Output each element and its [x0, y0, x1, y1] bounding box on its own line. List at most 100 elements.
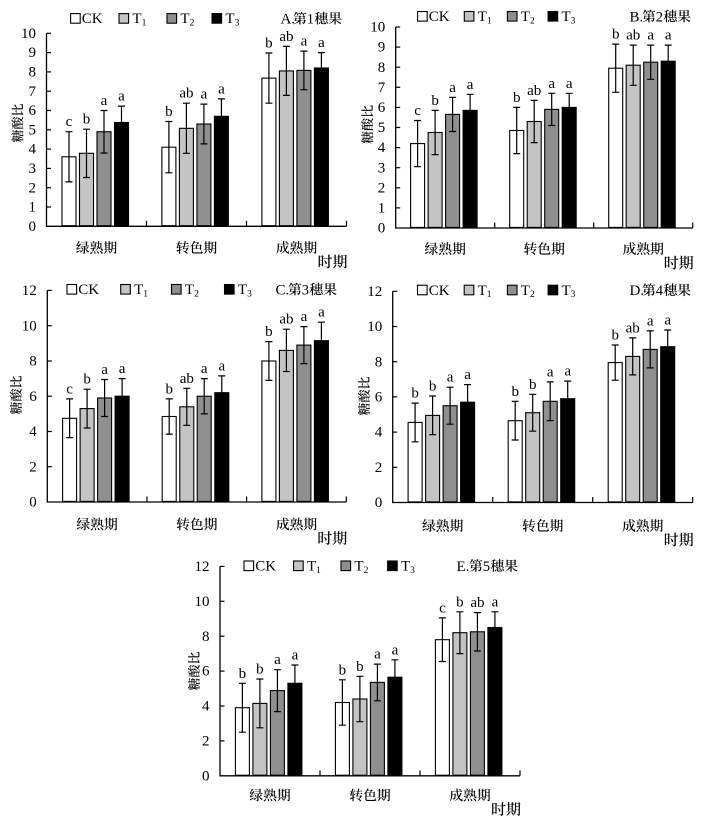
svg-text:5: 5 [483, 559, 490, 575]
svg-text:a: a [467, 77, 474, 93]
svg-text:a: a [201, 361, 208, 377]
svg-text:12: 12 [367, 284, 382, 300]
svg-text:2: 2 [202, 734, 210, 750]
svg-text:7: 7 [29, 84, 37, 100]
svg-text:9: 9 [29, 45, 37, 61]
svg-text:a: a [201, 87, 208, 103]
svg-text:a: a [318, 305, 325, 321]
svg-text:2: 2 [375, 460, 383, 476]
svg-text:12: 12 [22, 283, 37, 299]
svg-text:10: 10 [22, 318, 37, 334]
svg-text:10: 10 [195, 594, 210, 610]
svg-text:CK: CK [78, 282, 99, 298]
svg-text:C.: C. [276, 282, 290, 298]
svg-text:CK: CK [255, 559, 276, 575]
svg-text:b: b [256, 662, 264, 678]
svg-text:CK: CK [429, 9, 450, 25]
svg-text:7: 7 [378, 80, 386, 96]
svg-text:a: a [218, 81, 225, 97]
svg-text:a: a [392, 642, 399, 658]
svg-text:2: 2 [656, 9, 663, 25]
svg-text:4: 4 [375, 425, 383, 441]
svg-text:6: 6 [29, 389, 37, 405]
svg-text:c: c [66, 381, 73, 397]
svg-text:8: 8 [378, 60, 386, 76]
svg-text:3: 3 [378, 160, 386, 176]
svg-text:ab: ab [626, 320, 640, 336]
svg-text:1: 1 [378, 201, 386, 217]
svg-text:0: 0 [29, 495, 37, 511]
svg-text:a: a [101, 362, 108, 378]
svg-text:a: a [218, 358, 225, 374]
svg-text:b: b [529, 377, 537, 393]
svg-text:b: b [513, 90, 521, 106]
svg-text:5: 5 [29, 122, 37, 138]
svg-text:b: b [339, 662, 347, 678]
svg-text:a: a [301, 309, 308, 325]
svg-text:5: 5 [378, 120, 386, 136]
svg-text:6: 6 [378, 100, 386, 116]
svg-text:a: a [664, 313, 671, 329]
svg-text:ab: ab [527, 83, 541, 99]
svg-text:a: a [318, 35, 325, 51]
svg-text:ab: ab [179, 86, 193, 102]
svg-text:a: a [447, 370, 454, 386]
svg-text:b: b [265, 36, 273, 52]
svg-text:8: 8 [29, 65, 37, 81]
svg-text:B.: B. [630, 9, 644, 25]
svg-text:a: a [665, 28, 672, 44]
svg-text:1: 1 [29, 200, 37, 216]
svg-text:c: c [439, 600, 446, 616]
svg-text:ab: ab [626, 28, 640, 44]
svg-text:0: 0 [202, 768, 210, 784]
svg-text:0: 0 [378, 221, 386, 237]
svg-text:a: a [548, 76, 555, 92]
svg-text:b: b [612, 27, 620, 43]
svg-text:2: 2 [29, 180, 37, 196]
svg-text:a: a [101, 93, 108, 109]
svg-text:A.: A. [281, 11, 296, 27]
svg-text:b: b [356, 659, 364, 675]
svg-text:2: 2 [29, 459, 37, 475]
svg-text:b: b [429, 379, 437, 395]
svg-text:a: a [564, 364, 571, 380]
svg-text:a: a [547, 364, 554, 380]
svg-text:ab: ab [279, 29, 293, 45]
svg-text:c: c [414, 103, 421, 119]
svg-text:a: a [274, 652, 281, 668]
svg-text:a: a [118, 89, 125, 105]
svg-text:a: a [647, 28, 654, 44]
svg-text:c: c [66, 114, 73, 130]
svg-text:ab: ab [180, 371, 194, 387]
svg-text:9: 9 [378, 40, 386, 56]
svg-text:b: b [83, 112, 91, 128]
svg-text:b: b [165, 104, 173, 120]
svg-text:4: 4 [29, 142, 37, 158]
svg-text:a: a [464, 367, 471, 383]
svg-text:b: b [611, 328, 619, 344]
svg-text:b: b [431, 93, 439, 109]
svg-text:b: b [456, 594, 464, 610]
svg-text:10: 10 [21, 26, 36, 42]
svg-text:CK: CK [429, 283, 450, 299]
svg-text:b: b [411, 386, 419, 402]
svg-text:6: 6 [202, 664, 210, 680]
svg-text:4: 4 [656, 283, 664, 299]
svg-text:8: 8 [202, 629, 210, 645]
svg-text:D.: D. [630, 283, 645, 299]
svg-text:10: 10 [367, 319, 382, 335]
svg-text:CK: CK [82, 11, 103, 27]
svg-text:a: a [647, 313, 654, 329]
svg-text:6: 6 [375, 390, 383, 406]
svg-text:b: b [239, 666, 247, 682]
svg-text:E.: E. [457, 559, 470, 575]
svg-text:b: b [165, 381, 173, 397]
svg-text:ab: ab [470, 595, 484, 611]
svg-text:a: a [292, 648, 299, 664]
svg-text:4: 4 [378, 140, 386, 156]
svg-text:0: 0 [29, 219, 37, 235]
svg-text:8: 8 [375, 354, 383, 370]
svg-text:b: b [265, 324, 273, 340]
svg-text:2: 2 [378, 180, 386, 196]
svg-text:4: 4 [202, 699, 210, 715]
